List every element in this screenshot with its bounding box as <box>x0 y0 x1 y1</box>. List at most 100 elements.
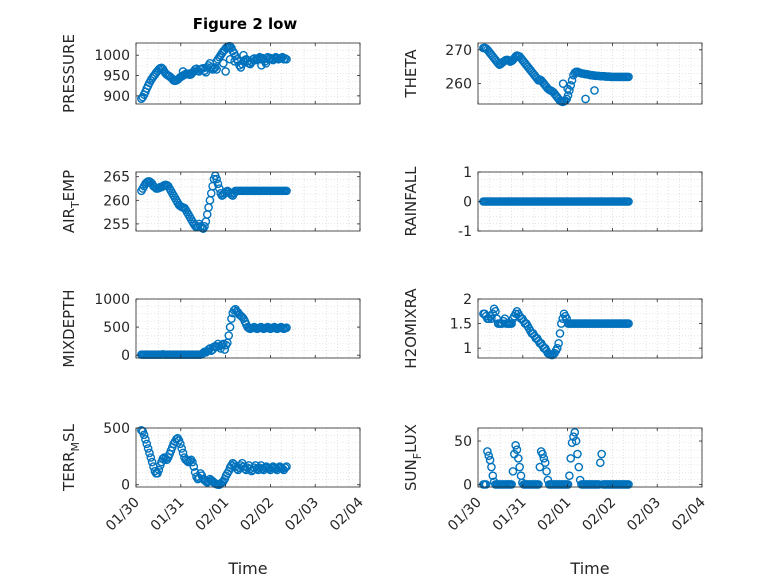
y-axis-label: MIXDEPTH <box>60 289 78 367</box>
data-point <box>185 69 195 78</box>
x-tick-label: 02/03 <box>282 495 322 535</box>
y-axis-label-main: AIR <box>60 208 78 233</box>
data-point <box>566 454 576 463</box>
y-tick-label: 270 <box>445 43 472 59</box>
data-point <box>257 61 266 70</box>
data-point <box>540 458 550 468</box>
data-point <box>146 453 156 462</box>
y-axis-label: PRESSURE <box>60 34 78 113</box>
data-point <box>596 458 605 468</box>
data-point <box>538 449 547 459</box>
y-tick-label: -1 <box>458 224 472 240</box>
subplot-7: 01/30 01/31 02/01 02/02 02/03 02/04 0 500 TERRMS… <box>60 421 367 578</box>
data-point <box>176 439 185 449</box>
data-point <box>507 480 516 489</box>
y-axis-label-subscript: F <box>411 453 424 459</box>
data-point <box>212 174 221 184</box>
x-tick-label: 02/02 <box>237 495 277 535</box>
data-point <box>180 203 189 213</box>
data-point <box>276 463 286 473</box>
subplot-3: 255 260 265 AIRTEMP <box>60 170 361 233</box>
data-point <box>512 445 522 454</box>
axes-box <box>477 427 703 488</box>
x-tick-label: 01/31 <box>148 495 188 535</box>
data-point <box>624 319 633 328</box>
y-axis-label-rest: EMP <box>60 170 78 201</box>
data-point <box>565 471 574 481</box>
data-point <box>581 94 590 104</box>
data-point <box>481 480 491 489</box>
axes-box <box>135 298 361 359</box>
y-tick-label: 260 <box>103 193 130 209</box>
data-point <box>282 186 291 196</box>
x-tick-label: 02/02 <box>579 495 619 535</box>
data-point <box>511 441 520 450</box>
data-point <box>225 54 235 64</box>
y-tick-label: 1.5 <box>450 317 472 333</box>
data-point <box>571 436 581 446</box>
data-point <box>261 59 271 68</box>
subplot-4: -1 0 1 RAINFALL <box>402 165 703 240</box>
data-point <box>243 57 253 66</box>
data-point <box>141 435 150 444</box>
data-point <box>282 54 291 64</box>
y-tick-label: 0 <box>121 348 130 364</box>
axes-box <box>135 42 361 105</box>
y-tick-label: 2 <box>463 292 472 308</box>
y-tick-label: 900 <box>103 89 130 105</box>
axes-box <box>135 427 361 488</box>
data-point <box>158 454 168 463</box>
data-point <box>188 457 197 467</box>
data-point <box>225 322 235 332</box>
data-point <box>573 449 582 459</box>
data-point <box>147 457 157 467</box>
data-point <box>194 473 204 483</box>
y-tick-label: 1 <box>463 341 472 357</box>
data-point <box>565 86 574 95</box>
x-axis-label: Time <box>227 559 267 578</box>
y-axis-label: RAINFALL <box>402 166 420 237</box>
y-tick-label: 255 <box>103 217 130 233</box>
data-point <box>487 314 496 323</box>
y-axis-label: THETA <box>402 49 420 99</box>
y-tick-label: 1000 <box>94 292 130 308</box>
data-point <box>228 46 238 56</box>
axes-box <box>135 171 361 232</box>
y-tick-label: 0 <box>463 195 472 211</box>
y-axis-label-subscript: T <box>69 201 82 209</box>
x-tick-label: 02/04 <box>327 494 367 534</box>
x-tick-label: 02/04 <box>669 494 709 534</box>
y-tick-label: 0 <box>463 477 472 493</box>
y-axis-label: SUNFLUX <box>402 424 424 491</box>
data-point <box>624 480 633 489</box>
data-point <box>212 65 221 74</box>
x-axis-label: Time <box>569 559 609 578</box>
data-point <box>515 462 524 472</box>
data-point <box>597 449 606 459</box>
x-tick-label: 02/01 <box>535 495 575 535</box>
y-axis-label: TERRMSL <box>60 423 82 492</box>
data-point <box>508 467 518 476</box>
y-axis-label: H2OMIXRA <box>402 288 420 369</box>
data-point <box>177 444 186 453</box>
data-point <box>535 462 545 472</box>
data-point <box>534 480 543 489</box>
data-point <box>563 480 573 489</box>
data-point <box>237 312 247 322</box>
data-point <box>554 338 563 348</box>
data-point <box>569 432 578 441</box>
y-axis-label-rest: LUX <box>402 424 420 453</box>
subplot-5: 0 500 1000 MIXDEPTH <box>60 289 361 368</box>
data-point <box>139 430 149 440</box>
data-point <box>574 462 584 472</box>
subplot-1: 900 950 1000 PRESSURE <box>60 34 361 113</box>
data-point <box>483 447 492 456</box>
x-tick-label: 02/01 <box>193 495 233 535</box>
data-point <box>142 439 152 449</box>
y-axis-label-main: SUN <box>402 459 420 491</box>
data-point <box>200 221 209 231</box>
data-point <box>210 63 220 72</box>
data-point <box>182 456 192 466</box>
data-point <box>514 454 523 463</box>
